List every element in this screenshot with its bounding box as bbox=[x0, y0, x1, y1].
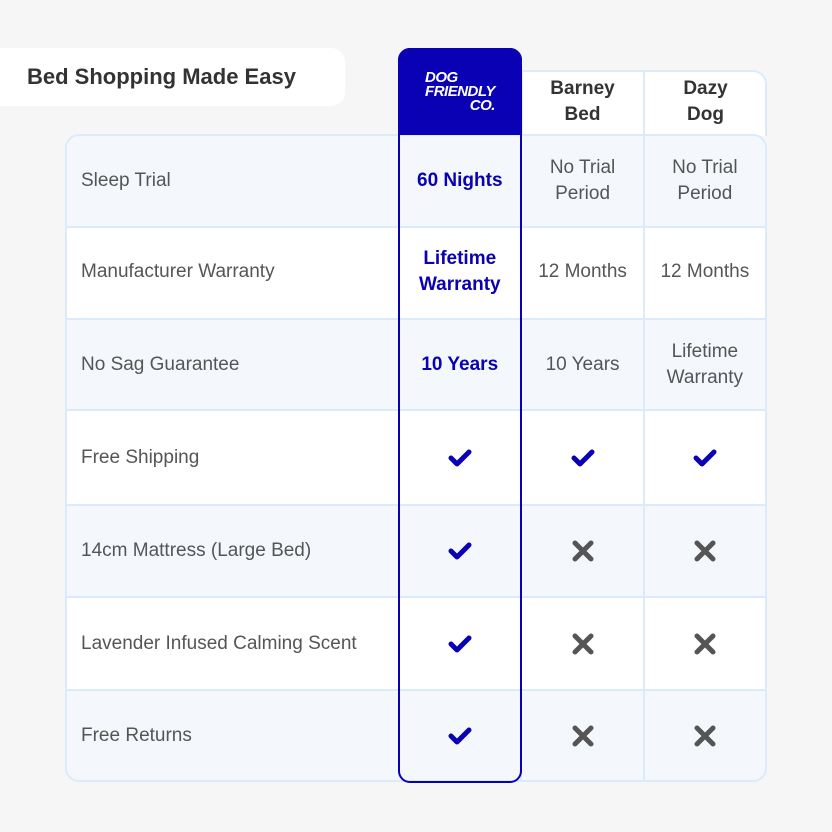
check-icon bbox=[448, 448, 472, 468]
feature-label: No Sag Guarantee bbox=[81, 353, 240, 375]
value-cell bbox=[642, 411, 765, 504]
value-text: 60 Nights bbox=[417, 170, 503, 191]
cross-icon bbox=[693, 539, 717, 563]
table-row: 14cm Mattress (Large Bed) bbox=[67, 506, 765, 598]
title-banner: Bed Shopping Made Easy bbox=[0, 48, 345, 106]
check-icon bbox=[448, 634, 472, 654]
value-cell: No Trial Period bbox=[520, 136, 642, 226]
value-cell bbox=[399, 691, 520, 780]
value-cell bbox=[642, 506, 765, 596]
logo-text: FRIENDLY bbox=[425, 82, 495, 100]
header-divider bbox=[643, 70, 645, 134]
value-cell bbox=[642, 598, 765, 689]
value-text: No Trial Period bbox=[672, 157, 738, 204]
header-line: Barney bbox=[550, 78, 615, 99]
value-cell: Lifetime Warranty bbox=[399, 226, 520, 318]
value-cell bbox=[642, 691, 765, 780]
header-line: Dazy bbox=[683, 78, 728, 99]
value-text: 12 Months bbox=[660, 261, 750, 282]
column-header-dog-friendly-co: DOG FRIENDLY CO. bbox=[398, 48, 522, 135]
value-cell bbox=[520, 411, 642, 504]
check-icon bbox=[693, 448, 717, 468]
check-icon bbox=[448, 726, 472, 746]
table-row: Manufacturer Warranty Lifetime Warranty 12… bbox=[67, 226, 765, 320]
value-text: Lifetime Warranty bbox=[418, 248, 501, 295]
value-text: Lifetime Warranty bbox=[666, 340, 744, 388]
cross-icon bbox=[571, 724, 595, 748]
value-cell bbox=[399, 411, 520, 504]
value-cell: 10 Years bbox=[399, 320, 520, 409]
feature-label: Free Returns bbox=[81, 724, 192, 746]
comparison-table: Sleep Trial 60 Nights No Trial Period No Tr… bbox=[65, 134, 767, 782]
value-text: 10 Years bbox=[421, 353, 499, 375]
value-cell: 12 Months bbox=[520, 226, 642, 318]
table-row: Free Shipping bbox=[67, 411, 765, 506]
table-row: Sleep Trial 60 Nights No Trial Period No Tr… bbox=[67, 136, 765, 228]
cross-icon bbox=[571, 539, 595, 563]
logo-text: CO. bbox=[469, 96, 496, 114]
check-icon bbox=[571, 448, 595, 468]
value-cell bbox=[520, 598, 642, 689]
feature-label: Manufacturer Warranty bbox=[81, 261, 275, 282]
header-line: Dog bbox=[687, 104, 724, 125]
value-cell bbox=[520, 506, 642, 596]
logo-text: DOG bbox=[425, 68, 458, 86]
table-row: No Sag Guarantee 10 Years 10 Years Lifetime… bbox=[67, 320, 765, 411]
feature-label: 14cm Mattress (Large Bed) bbox=[81, 540, 312, 561]
value-text: 10 Years bbox=[545, 353, 620, 375]
page-title: Bed Shopping Made Easy bbox=[27, 64, 296, 89]
value-cell bbox=[399, 506, 520, 596]
feature-label: Free Shipping bbox=[81, 446, 200, 468]
value-cell: 10 Years bbox=[520, 320, 642, 409]
table-row: Free Returns bbox=[67, 691, 765, 780]
column-header-barney-bed: Barney Bed bbox=[521, 70, 644, 134]
table-row: Lavender Infused Calming Scent bbox=[67, 598, 765, 691]
column-header-dazy-dog: Dazy Dog bbox=[644, 70, 767, 134]
brand-logo: DOG FRIENDLY CO. bbox=[425, 68, 496, 114]
check-icon bbox=[448, 541, 472, 561]
value-cell bbox=[520, 691, 642, 780]
value-cell: 60 Nights bbox=[399, 136, 520, 226]
value-cell bbox=[399, 598, 520, 689]
feature-label: Lavender Infused Calming Scent bbox=[81, 632, 357, 654]
value-cell: 12 Months bbox=[642, 226, 765, 318]
value-text: 12 Months bbox=[538, 261, 627, 282]
header-line: Bed bbox=[564, 104, 601, 125]
value-text: No Trial Period bbox=[549, 157, 616, 204]
feature-label: Sleep Trial bbox=[81, 170, 171, 191]
value-cell: Lifetime Warranty bbox=[642, 320, 765, 409]
cross-icon bbox=[571, 632, 595, 656]
value-cell: No Trial Period bbox=[642, 136, 765, 226]
cross-icon bbox=[693, 724, 717, 748]
cross-icon bbox=[693, 632, 717, 656]
